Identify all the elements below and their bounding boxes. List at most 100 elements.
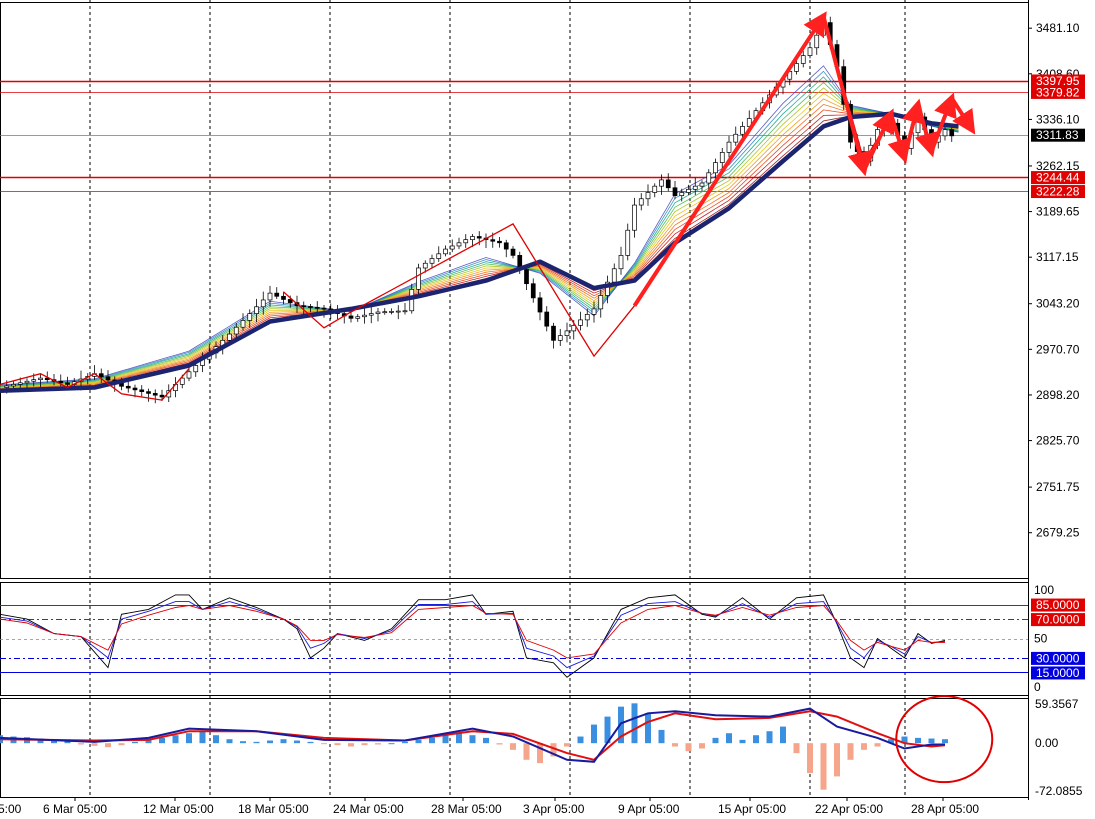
- macd-histogram-bar: [726, 733, 732, 744]
- candle: [24, 380, 30, 384]
- price-tick-label: 2825.70: [1036, 434, 1080, 448]
- macd-histogram-bar: [753, 735, 759, 744]
- arrow-annotation: [929, 92, 957, 153]
- candle: [287, 299, 293, 303]
- macd-histogram-bar: [861, 743, 867, 750]
- candle: [692, 185, 698, 190]
- arrow-annotation: [821, 15, 872, 177]
- candle: [260, 299, 266, 308]
- time-tick-label: 24 Mar 05:00: [333, 802, 404, 816]
- stoch-tick-label: 50: [1034, 632, 1048, 646]
- macd-histogram-bar: [51, 739, 57, 744]
- vertical-gridlines: [0, 0, 1029, 800]
- macd-histogram-bar: [658, 729, 665, 744]
- level-label: 3379.82: [1036, 85, 1080, 99]
- candle: [314, 306, 320, 309]
- candle: [503, 242, 509, 250]
- arrow-annotation: [901, 98, 926, 159]
- macd-histogram-bar: [145, 739, 152, 744]
- macd-histogram-bar: [118, 743, 125, 746]
- time-tick-label: 15 Apr 05:00: [718, 802, 786, 816]
- current-price-label-box: [1031, 128, 1085, 142]
- candle: [389, 311, 394, 313]
- candle: [65, 382, 70, 385]
- stoch-level-label-box: [1031, 651, 1085, 665]
- candle: [58, 380, 64, 384]
- level-label-box: [1031, 85, 1085, 99]
- ribbon-line: [0, 98, 959, 389]
- candle: [814, 34, 820, 49]
- macd-histogram-bar: [240, 741, 246, 744]
- price-panel[interactable]: [0, 11, 1028, 404]
- candle: [281, 295, 286, 300]
- macd-histogram-bar: [915, 737, 921, 744]
- candle: [719, 152, 725, 163]
- price-tick-label: 3117.15: [1036, 250, 1079, 264]
- candle: [490, 239, 496, 242]
- candle: [31, 379, 37, 382]
- candle: [733, 133, 739, 143]
- macd-histogram-bar: [280, 739, 287, 744]
- candle: [679, 192, 685, 196]
- macd-histogram-bar: [496, 743, 503, 745]
- stochastic-panel[interactable]: [0, 594, 1028, 678]
- arrow-annotation: [862, 108, 895, 172]
- macd-histogram-bar: [550, 743, 557, 757]
- candle: [652, 185, 658, 193]
- macd-tick-label: 59.3567: [1035, 697, 1079, 711]
- macd-histogram-bar: [523, 743, 530, 760]
- candle: [159, 394, 165, 398]
- macd-histogram-bar: [577, 736, 584, 744]
- stoch-line-blue: [0, 601, 946, 669]
- macd-histogram-bar: [253, 741, 260, 744]
- candle: [591, 308, 597, 315]
- candle: [571, 325, 577, 332]
- stoch-tick-label: 0: [1034, 680, 1041, 694]
- candle: [308, 306, 313, 308]
- candle: [942, 129, 948, 137]
- candle: [544, 311, 550, 327]
- macd-histogram-bar: [712, 737, 719, 744]
- macd-histogram-bar: [442, 735, 449, 744]
- macd-histogram-bar: [820, 743, 827, 790]
- candle: [416, 267, 421, 290]
- candle: [665, 179, 671, 189]
- candle: [625, 229, 631, 256]
- candle: [598, 295, 604, 310]
- macd-histogram-bar: [213, 735, 219, 744]
- macd-panel[interactable]: [0, 695, 994, 790]
- macd-histogram-bar: [834, 743, 840, 777]
- macd-histogram-bar: [375, 743, 381, 745]
- price-tick-label: 3043.20: [1036, 297, 1080, 311]
- macd-histogram-bar: [78, 743, 84, 745]
- candle: [497, 240, 502, 244]
- candle: [402, 310, 408, 313]
- time-tick-label: 9 Apr 05:00: [618, 802, 680, 816]
- arrow-annotation: [950, 97, 976, 135]
- candle: [125, 385, 131, 389]
- candle: [267, 292, 273, 301]
- macd-histogram-bar: [199, 731, 206, 744]
- macd-histogram-bar: [469, 735, 476, 744]
- candle: [233, 326, 239, 335]
- candle: [659, 179, 664, 187]
- candle: [139, 389, 145, 392]
- macd-histogram-bar: [172, 735, 179, 744]
- candle: [436, 253, 442, 259]
- candle: [179, 377, 185, 385]
- ribbon-line: [0, 103, 959, 389]
- price-tick-label: 2970.70: [1036, 342, 1080, 356]
- macd-histogram-bar: [901, 736, 908, 744]
- macd-histogram-bar: [321, 743, 327, 745]
- macd-histogram-bar: [226, 739, 233, 744]
- macd-histogram-bar: [415, 739, 422, 744]
- candle: [382, 311, 388, 314]
- candle: [274, 292, 280, 297]
- candle: [476, 236, 482, 239]
- candle: [530, 283, 536, 299]
- time-tick-label: 22 Apr 05:00: [815, 802, 883, 816]
- stoch-level-label-box: [1031, 613, 1085, 627]
- ribbon-line: [0, 76, 959, 387]
- macd-histogram-bar: [631, 703, 638, 744]
